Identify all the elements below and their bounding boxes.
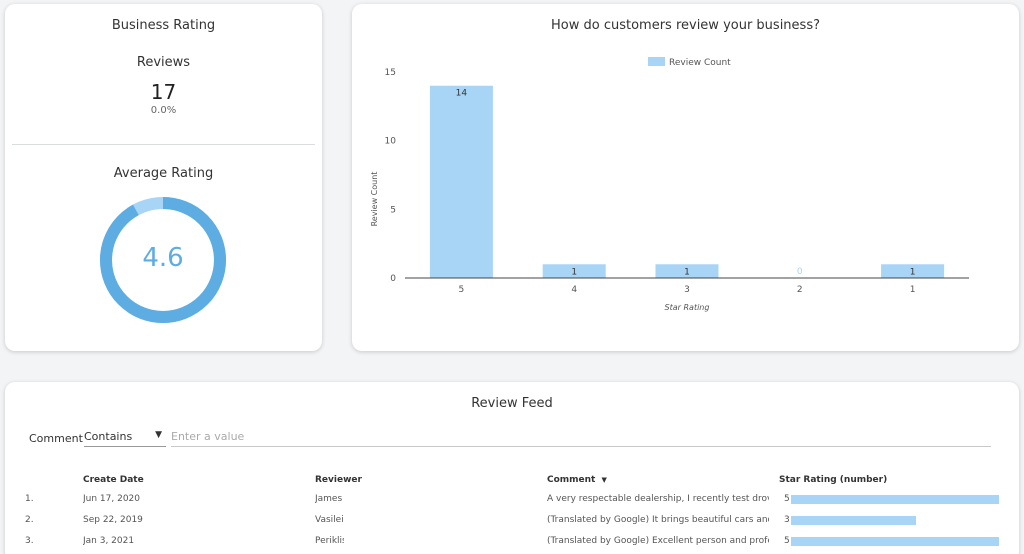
x-axis-label: Star Rating [665,303,710,312]
data-label: 1 [910,267,916,277]
table-row[interactable]: 3. Jan 3, 2021 Periklis (Translated by Goog… [5,536,1019,552]
star-rating-bar [791,537,999,546]
star-rating-bar [791,495,999,504]
x-tick-label: 4 [571,285,577,295]
cell-create-date: Jun 17, 2020 [83,494,141,504]
bar [881,264,945,278]
y-tick-label: 15 [385,68,396,78]
table-row[interactable]: 1. Jun 17, 2020 James A very respectable de… [5,494,1019,510]
legend-label: Review Count [669,58,731,68]
x-tick-label: 3 [684,285,690,295]
cell-star-rating: 5 [784,494,790,504]
business-rating-card: Business Rating Reviews 17 0.0% Average … [5,4,322,351]
business-rating-title: Business Rating [111,18,216,33]
reviews-count: 17 [150,80,177,104]
chart-title: How do customers review your business? [550,18,820,33]
bar [542,264,606,278]
row-index: 2. [25,515,34,525]
table-row[interactable]: 2. Sep 22, 2019 Vasileios (Translated by Go… [5,515,1019,531]
review-feed-card: Review Feed Comment Contains ▼ Enter a v… [5,382,1019,554]
row-index: 3. [25,536,34,546]
x-tick-label: 2 [797,285,803,295]
y-axis-label: Review Count [370,172,379,227]
cell-star-rating: 5 [784,536,790,546]
average-rating-gauge [100,197,226,323]
bar [655,264,719,278]
y-tick-label: 5 [390,205,396,215]
filter-value-input[interactable]: Enter a value [171,430,991,447]
x-tick-label: 5 [459,285,465,295]
column-header-star-rating[interactable]: Star Rating (number) [779,475,888,485]
sort-desc-icon[interactable]: ▼ [601,476,607,484]
chevron-down-icon: ▼ [155,430,162,440]
cell-comment: (Translated by Google) Excellent person … [547,536,769,546]
y-tick-label: 0 [390,274,396,284]
filter-operator-value: Contains [84,430,133,443]
gauge-fill [100,197,226,323]
reviews-change: 0.0% [150,105,177,116]
cell-comment: (Translated by Google) It brings beautif… [547,515,769,525]
y-tick-label: 10 [385,137,397,147]
review-chart-card: How do customers review your business? R… [352,4,1019,351]
star-rating-bar [791,516,916,525]
cell-reviewer: James [315,494,343,504]
column-header-comment[interactable]: Comment ▼ [547,475,607,485]
average-rating-label: Average Rating [113,166,214,181]
data-label: 0 [797,267,803,277]
cell-reviewer: Periklis [315,536,344,546]
reviews-label: Reviews [136,55,191,70]
data-label: 14 [456,89,468,99]
bar [429,85,493,278]
cell-create-date: Jan 3, 2021 [83,536,135,546]
row-index: 1. [25,494,34,504]
cell-comment: A very respectable dealership, I recentl… [547,494,769,504]
cell-create-date: Sep 22, 2019 [83,515,143,525]
average-rating-value: 4.6 [142,243,184,273]
divider [12,144,315,145]
legend-swatch [648,57,665,66]
cell-reviewer: Vasileios [315,515,344,525]
x-tick-label: 1 [910,285,916,295]
data-label: 1 [684,267,690,277]
filter-label: Comment [29,432,83,445]
data-label: 1 [571,267,577,277]
column-header-reviewer[interactable]: Reviewer [315,475,362,485]
review-feed-title: Review Feed [471,396,553,411]
filter-operator-select[interactable]: Contains ▼ [84,430,166,447]
column-header-create-date[interactable]: Create Date [83,475,144,485]
cell-star-rating: 3 [784,515,790,525]
